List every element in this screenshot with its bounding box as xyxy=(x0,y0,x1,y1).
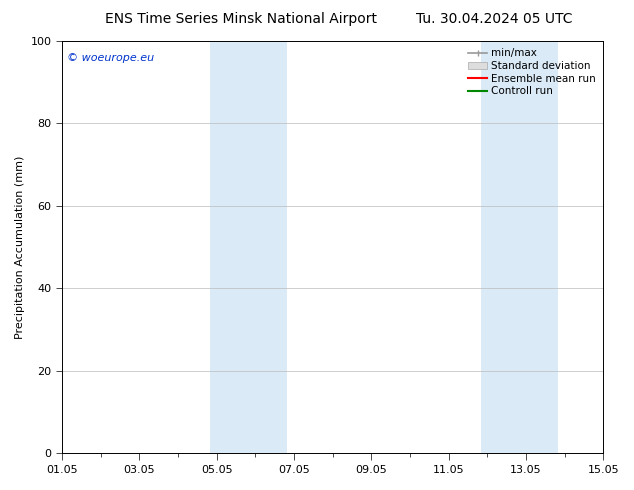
Text: Tu. 30.04.2024 05 UTC: Tu. 30.04.2024 05 UTC xyxy=(417,12,573,26)
Text: ENS Time Series Minsk National Airport: ENS Time Series Minsk National Airport xyxy=(105,12,377,26)
Legend: min/max, Standard deviation, Ensemble mean run, Controll run: min/max, Standard deviation, Ensemble me… xyxy=(464,44,600,100)
Y-axis label: Precipitation Accumulation (mm): Precipitation Accumulation (mm) xyxy=(15,155,25,339)
Bar xyxy=(210,41,287,453)
Bar xyxy=(481,41,558,453)
Text: © woeurope.eu: © woeurope.eu xyxy=(67,53,155,63)
